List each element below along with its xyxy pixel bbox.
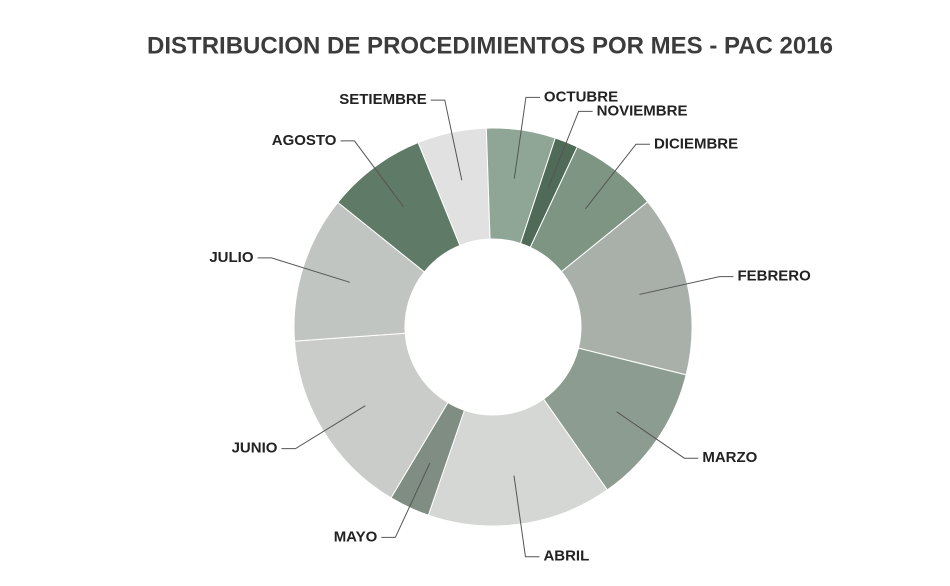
slice-label: DICIEMBRE	[654, 135, 738, 152]
slice-label: SETIEMBRE	[339, 91, 427, 108]
slice-label: JUNIO	[232, 440, 278, 457]
slice-label: AGOSTO	[272, 132, 337, 149]
donut-slice	[427, 398, 608, 527]
leader-line	[430, 99, 463, 181]
leader-line	[547, 110, 593, 188]
leader-line	[381, 462, 431, 538]
leader-line	[639, 276, 734, 295]
slice-label: NOVIEMBRE	[597, 102, 688, 119]
leader-line	[513, 96, 540, 179]
slice-label: MARZO	[702, 449, 757, 466]
leader-line	[585, 143, 650, 210]
chart-title: DISTRIBUCION DE PROCEDIMIENTOS POR MES -…	[147, 32, 833, 59]
leader-line	[257, 257, 350, 283]
slice-label: MAYO	[334, 528, 378, 545]
slice-label: JULIO	[209, 249, 254, 266]
slice-label: OCTUBRE	[544, 88, 618, 105]
donut-slice	[293, 332, 449, 499]
slice-label: FEBRERO	[737, 268, 811, 285]
leader-line	[616, 411, 699, 459]
leader-line	[340, 140, 404, 207]
donut-slice	[529, 146, 649, 273]
slice-label: ABRIL	[543, 548, 589, 565]
leader-line	[281, 405, 366, 450]
donut-slice	[560, 201, 693, 376]
leader-line	[513, 475, 540, 558]
